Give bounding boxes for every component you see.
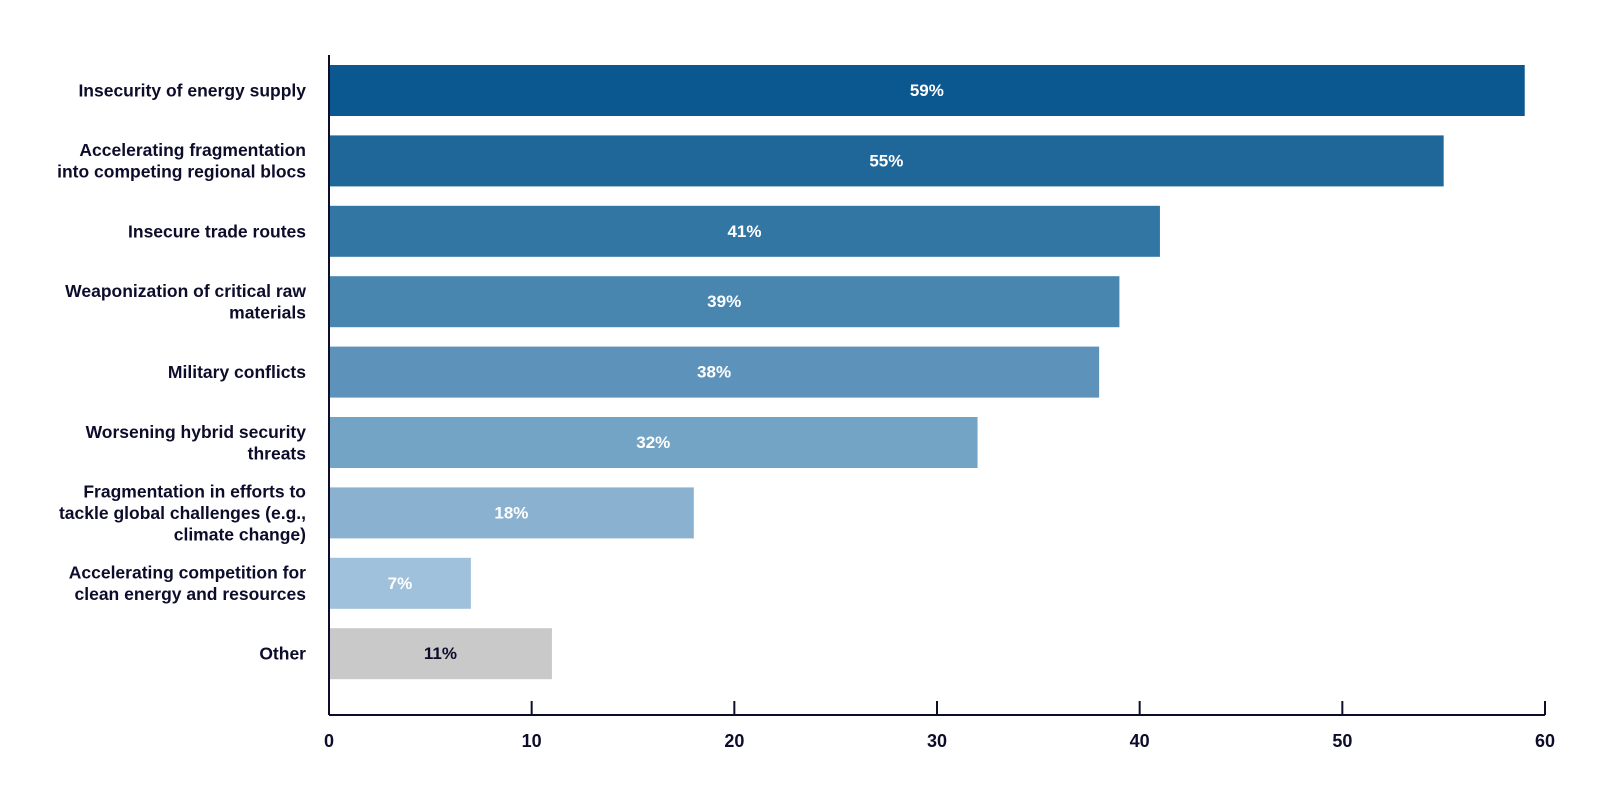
category-label-line: materials: [229, 302, 306, 322]
x-tick-label: 20: [724, 731, 744, 751]
category-label-line: Military conflicts: [168, 362, 306, 382]
bar-value-label: 59%: [910, 81, 944, 100]
x-tick-label: 60: [1535, 731, 1555, 751]
value-labels-layer: 59% 55% 41% 39% 38% 32% 18% 7% 11%: [388, 81, 944, 663]
category-label-line: Insecurity of energy supply: [78, 81, 306, 101]
bar-value-label: 39%: [707, 292, 741, 311]
category-label-line: clean energy and resources: [75, 584, 307, 604]
bar-value-label: 7%: [388, 574, 413, 593]
bar-value-label: 11%: [424, 644, 457, 663]
bar: [329, 205, 1160, 257]
category-label: Accelerating competition for clean energy…: [69, 563, 307, 605]
bar: [329, 628, 552, 680]
bar-value-label: 32%: [636, 433, 670, 452]
category-label: Fragmentation in efforts to tackle global…: [59, 481, 306, 544]
ticks-layer: [328, 701, 1546, 715]
category-label-line: Fragmentation in efforts to: [83, 481, 306, 501]
category-label-line: climate change): [174, 524, 306, 544]
category-label-line: Insecure trade routes: [128, 221, 306, 241]
category-label-line: Accelerating fragmentation: [79, 140, 306, 160]
bar-value-label: 55%: [869, 151, 903, 170]
bar-value-label: 41%: [727, 222, 761, 241]
category-label: Worsening hybrid security threats: [86, 422, 307, 464]
category-label: Insecure trade routes: [128, 221, 306, 241]
category-label: Insecurity of energy supply: [78, 81, 306, 101]
category-label: Weaponization of critical raw materials: [65, 281, 306, 323]
category-label-line: Weaponization of critical raw: [65, 281, 306, 301]
x-tick-label: 50: [1332, 731, 1352, 751]
bar: [329, 276, 1120, 328]
x-tick-label: 10: [522, 731, 542, 751]
category-label-line: tackle global challenges (e.g.,: [59, 503, 306, 523]
bars-layer: [329, 65, 1525, 680]
category-label: Other: [259, 644, 306, 664]
category-label-line: Accelerating competition for: [69, 563, 306, 583]
category-label-line: Worsening hybrid security: [86, 422, 307, 442]
category-label: Military conflicts: [168, 362, 306, 382]
x-tick-label: 30: [927, 731, 947, 751]
category-label-line: threats: [248, 443, 307, 463]
category-label-line: Other: [259, 644, 306, 664]
bar: [329, 65, 1525, 116]
category-labels-layer: Insecurity of energy supply Accelerating …: [57, 81, 306, 664]
bar: [329, 487, 694, 539]
bar: [329, 417, 978, 468]
bar: [329, 557, 471, 609]
bar: [329, 135, 1444, 187]
x-tick-label: 0: [324, 731, 334, 751]
bar-value-label: 18%: [494, 503, 528, 522]
bar-value-label: 38%: [697, 363, 731, 382]
x-tick-label: 40: [1130, 731, 1150, 751]
tick-labels-layer: 0 10 20 30 40 50 60: [324, 731, 1555, 751]
bar: [329, 346, 1100, 398]
category-label: Accelerating fragmentation into competing…: [57, 140, 306, 182]
category-label-line: into competing regional blocs: [57, 162, 306, 182]
